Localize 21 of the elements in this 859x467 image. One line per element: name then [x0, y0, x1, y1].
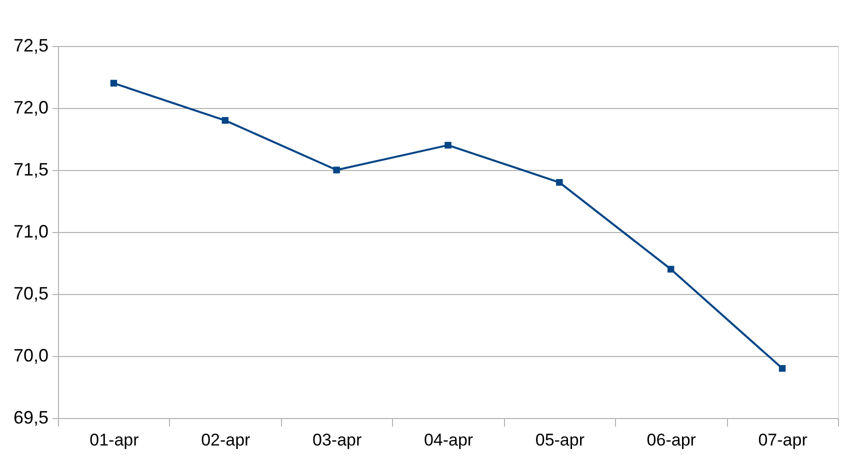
point: [778, 365, 786, 372]
x-tick-label: 04-apr: [424, 430, 474, 450]
y-tick-label: 71,5: [13, 160, 48, 180]
point: [222, 117, 228, 124]
x-tick-label: 03-apr: [312, 430, 362, 450]
x-tick-label: 07-apr: [758, 430, 808, 450]
y-tick-label: 72,5: [13, 36, 48, 56]
x-tick-label: 05-apr: [535, 430, 585, 450]
y-tick-label: 70,5: [13, 284, 48, 304]
x-tick-label: 06-apr: [646, 430, 696, 450]
x-tick-label: 02-apr: [201, 430, 251, 450]
point: [444, 142, 452, 149]
y-tick-label: 70,0: [13, 346, 48, 366]
point: [668, 266, 674, 273]
y-tick-label: 71,0: [13, 222, 48, 242]
y-tick-label: 69,5: [13, 408, 48, 428]
y-tick-label: 72,0: [13, 98, 48, 118]
point: [556, 179, 563, 186]
point: [110, 80, 118, 87]
point: [333, 166, 340, 174]
x-tick-label: 01-apr: [90, 430, 140, 450]
